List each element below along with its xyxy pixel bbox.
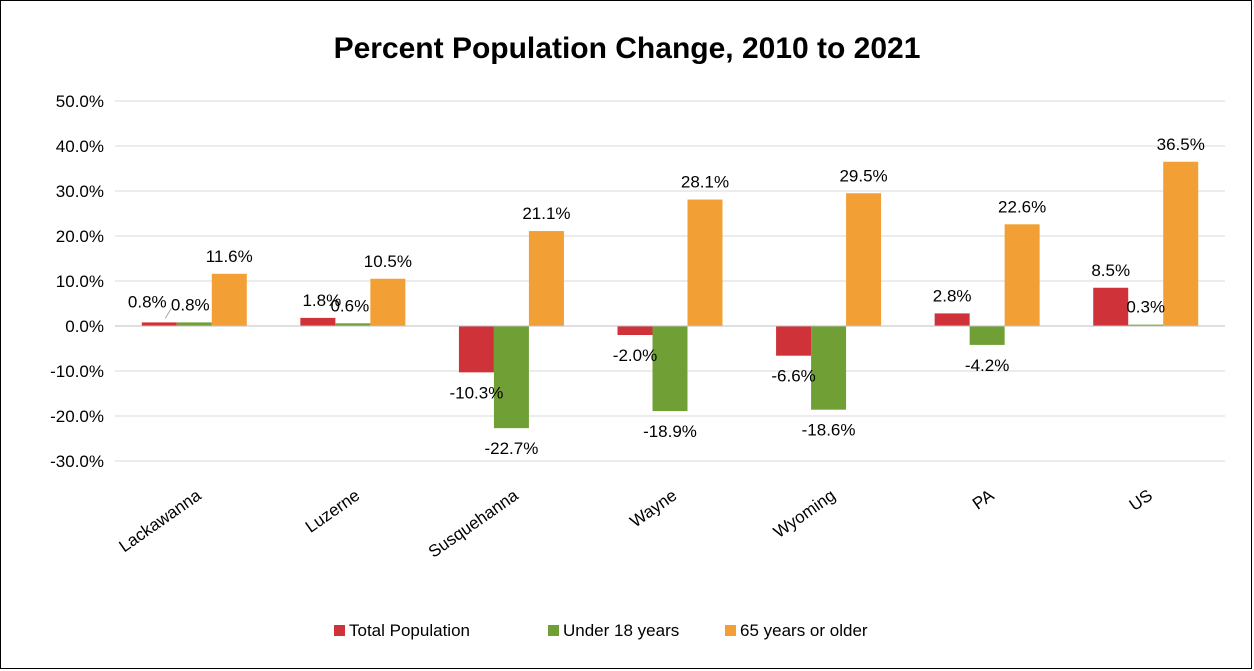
bar-1-4 [811, 326, 847, 410]
legend-label: Total Population [349, 621, 470, 640]
data-label: 28.1% [681, 173, 729, 192]
legend-swatch [334, 625, 345, 636]
data-label: 0.3% [1126, 298, 1165, 317]
bar-2-6 [1163, 161, 1199, 326]
data-label: -18.9% [643, 422, 697, 441]
bar-2-5 [1004, 224, 1040, 326]
bar-1-6 [1128, 324, 1164, 326]
y-tick-label: 40.0% [56, 137, 104, 156]
legend-label: Under 18 years [563, 621, 679, 640]
x-category-label: Luzerne [302, 486, 363, 537]
bar-1-1 [335, 323, 371, 326]
legend-label: 65 years or older [740, 621, 868, 640]
chart-title: Percent Population Change, 2010 to 2021 [334, 32, 921, 65]
data-label: -22.7% [484, 439, 538, 458]
data-label: 29.5% [839, 166, 887, 185]
bar-0-0 [141, 322, 177, 326]
data-label: -10.3% [449, 383, 503, 402]
legend-swatch [725, 625, 736, 636]
bar-0-6 [1093, 287, 1129, 326]
bar-2-2 [528, 231, 564, 326]
data-label: 1.8% [302, 291, 341, 310]
y-tick-label: -10.0% [50, 362, 104, 381]
bars [115, 161, 1225, 429]
bar-0-2 [458, 326, 494, 373]
data-label: 11.6% [206, 247, 253, 266]
data-label: 0.8% [128, 292, 167, 311]
data-label: 0.6% [330, 296, 369, 315]
data-label: 36.5% [1157, 135, 1205, 154]
data-label: -6.6% [771, 367, 815, 386]
bar-0-4 [776, 326, 812, 356]
y-tick-label: 0.0% [65, 317, 104, 336]
data-label: 21.1% [522, 204, 570, 223]
data-label: 0.8% [171, 295, 210, 314]
bar-0-5 [934, 313, 970, 326]
bar-1-3 [652, 326, 688, 412]
legend-swatch [548, 625, 559, 636]
data-label: 8.5% [1091, 261, 1130, 280]
bar-2-0 [211, 273, 247, 326]
bar-2-1 [370, 278, 406, 326]
y-tick-label: 30.0% [56, 182, 104, 201]
bar-0-1 [300, 317, 336, 326]
data-label: 10.5% [364, 252, 412, 271]
x-category-label: US [1126, 486, 1156, 515]
bar-1-2 [493, 326, 529, 429]
y-tick-label: 20.0% [56, 227, 104, 246]
y-tick-label: -20.0% [50, 407, 104, 426]
bar-2-3 [687, 199, 723, 326]
x-category-label: Wayne [627, 486, 681, 532]
y-tick-label: -30.0% [50, 452, 104, 471]
data-label: -4.2% [965, 356, 1009, 375]
legend: Total Population Under 18 years 65 years o… [334, 621, 868, 640]
data-labels: 0.8% 1.8% -10.3% -2.0% -6.6% 2.8% 8.5% 0.8% 0.6%… [128, 135, 1205, 458]
x-category-label: PA [969, 485, 998, 513]
x-category-label: Wyoming [770, 486, 839, 542]
bar-2-4 [846, 193, 882, 326]
x-category-label: Susquehanna [425, 485, 522, 561]
y-tick-label: 50.0% [56, 92, 104, 111]
bar-1-5 [969, 326, 1005, 345]
data-label: -2.0% [613, 346, 657, 365]
data-label: 2.8% [933, 286, 972, 305]
bar-1-0 [176, 322, 212, 326]
x-category-label: Lackawanna [115, 485, 205, 556]
label-leader-line [164, 308, 172, 319]
x-axis: Lackawanna Luzerne Susquehanna Wayne Wyoming… [115, 485, 1156, 561]
y-tick-label: 10.0% [56, 272, 104, 291]
data-label: 22.6% [998, 197, 1046, 216]
bar-0-3 [617, 326, 653, 335]
y-axis: 50.0% 40.0% 30.0% 20.0% 10.0% 0.0% -10.0% -20.0… [50, 92, 104, 471]
data-label: -18.6% [802, 421, 856, 440]
